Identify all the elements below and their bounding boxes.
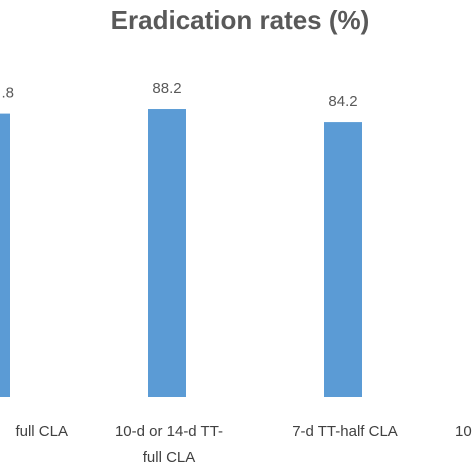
chart-title: Eradication rates (%) [111,5,370,35]
bar [0,113,10,398]
bar [148,109,186,397]
data-label: .8 [1,85,14,102]
data-label: 88.2 [152,80,181,97]
data-label: 84.2 [328,93,357,110]
x-tick-label: 10 [455,423,472,440]
bar [324,122,362,397]
x-tick-label: 7-d TT-half CLA [292,423,398,440]
x-tick-label: full CLA [15,423,68,440]
x-tick-label: full CLA [143,449,196,466]
x-tick-label: 10-d or 14-d TT- [115,423,223,440]
